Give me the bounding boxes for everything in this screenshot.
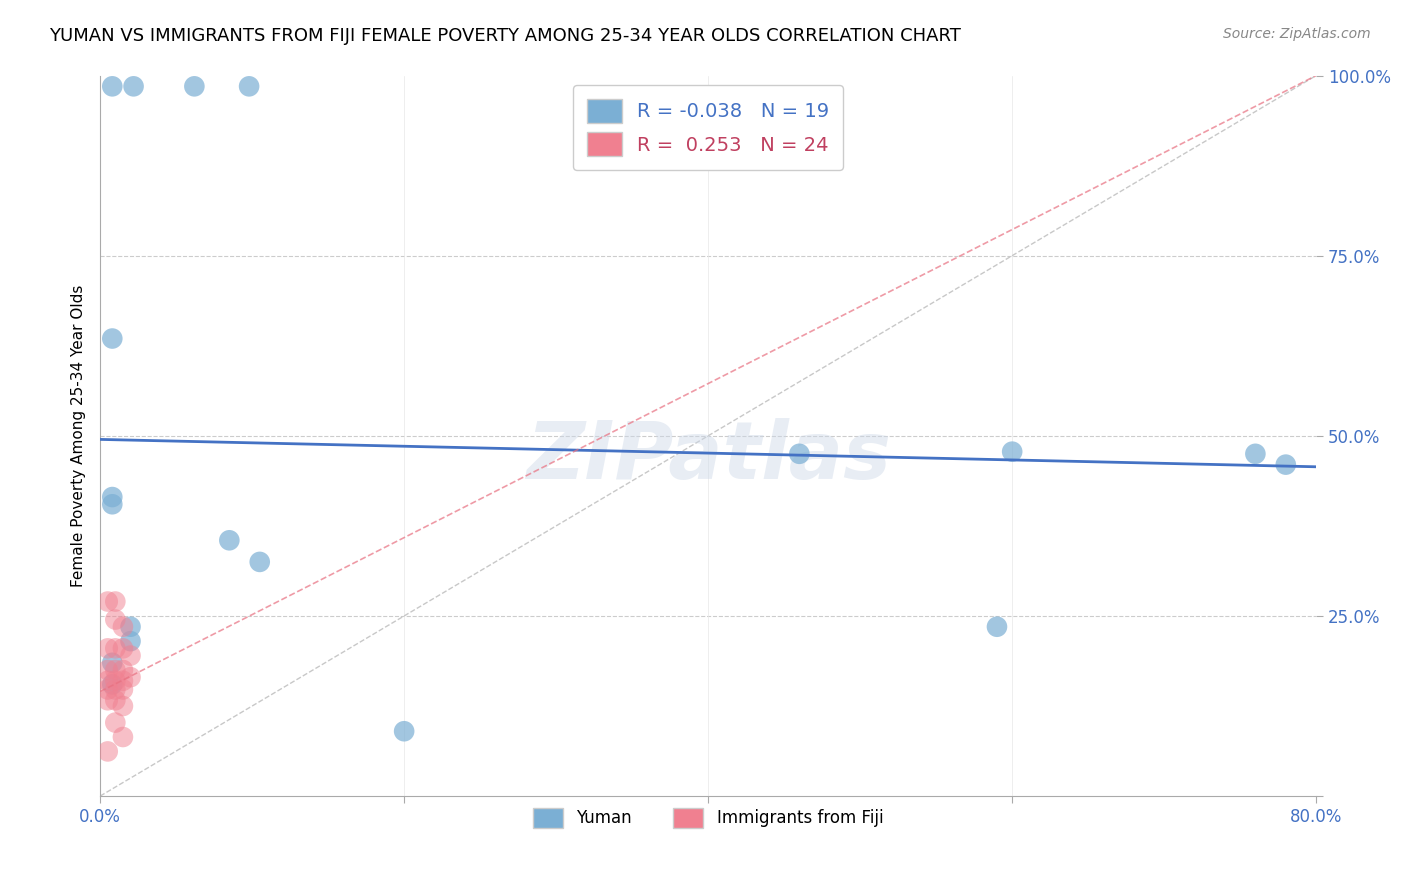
Point <box>1244 447 1267 461</box>
Point <box>104 693 127 707</box>
Point <box>392 724 415 739</box>
Text: Source: ZipAtlas.com: Source: ZipAtlas.com <box>1223 27 1371 41</box>
Point <box>249 555 271 569</box>
Point <box>218 533 240 548</box>
Point <box>104 613 127 627</box>
Point <box>101 490 124 504</box>
Point <box>101 656 124 670</box>
Point <box>1275 458 1298 472</box>
Point <box>101 497 124 511</box>
Point <box>1001 444 1024 458</box>
Point <box>111 620 134 634</box>
Point <box>183 79 205 94</box>
Point <box>104 594 127 608</box>
Point <box>986 620 1008 634</box>
Point <box>104 663 127 677</box>
Point <box>111 663 134 677</box>
Point <box>104 715 127 730</box>
Point <box>238 79 260 94</box>
Point <box>111 673 134 688</box>
Point <box>120 670 142 684</box>
Point <box>97 744 120 758</box>
Point <box>120 648 142 663</box>
Point <box>97 673 120 688</box>
Point <box>111 682 134 697</box>
Point <box>97 682 120 697</box>
Point <box>111 698 134 713</box>
Point <box>104 673 127 688</box>
Point <box>97 663 120 677</box>
Point <box>101 677 124 691</box>
Point <box>101 79 124 94</box>
Point <box>104 641 127 656</box>
Text: ZIPatlas: ZIPatlas <box>526 418 890 497</box>
Point <box>104 682 127 697</box>
Point <box>120 634 142 648</box>
Point <box>97 641 120 656</box>
Point <box>101 332 124 346</box>
Point <box>122 79 145 94</box>
Point <box>120 620 142 634</box>
Y-axis label: Female Poverty Among 25-34 Year Olds: Female Poverty Among 25-34 Year Olds <box>72 285 86 587</box>
Point <box>97 594 120 608</box>
Text: YUMAN VS IMMIGRANTS FROM FIJI FEMALE POVERTY AMONG 25-34 YEAR OLDS CORRELATION C: YUMAN VS IMMIGRANTS FROM FIJI FEMALE POV… <box>49 27 962 45</box>
Point <box>97 693 120 707</box>
Point <box>111 641 134 656</box>
Point <box>111 730 134 744</box>
Legend: Yuman, Immigrants from Fiji: Yuman, Immigrants from Fiji <box>526 801 890 835</box>
Point <box>789 447 811 461</box>
